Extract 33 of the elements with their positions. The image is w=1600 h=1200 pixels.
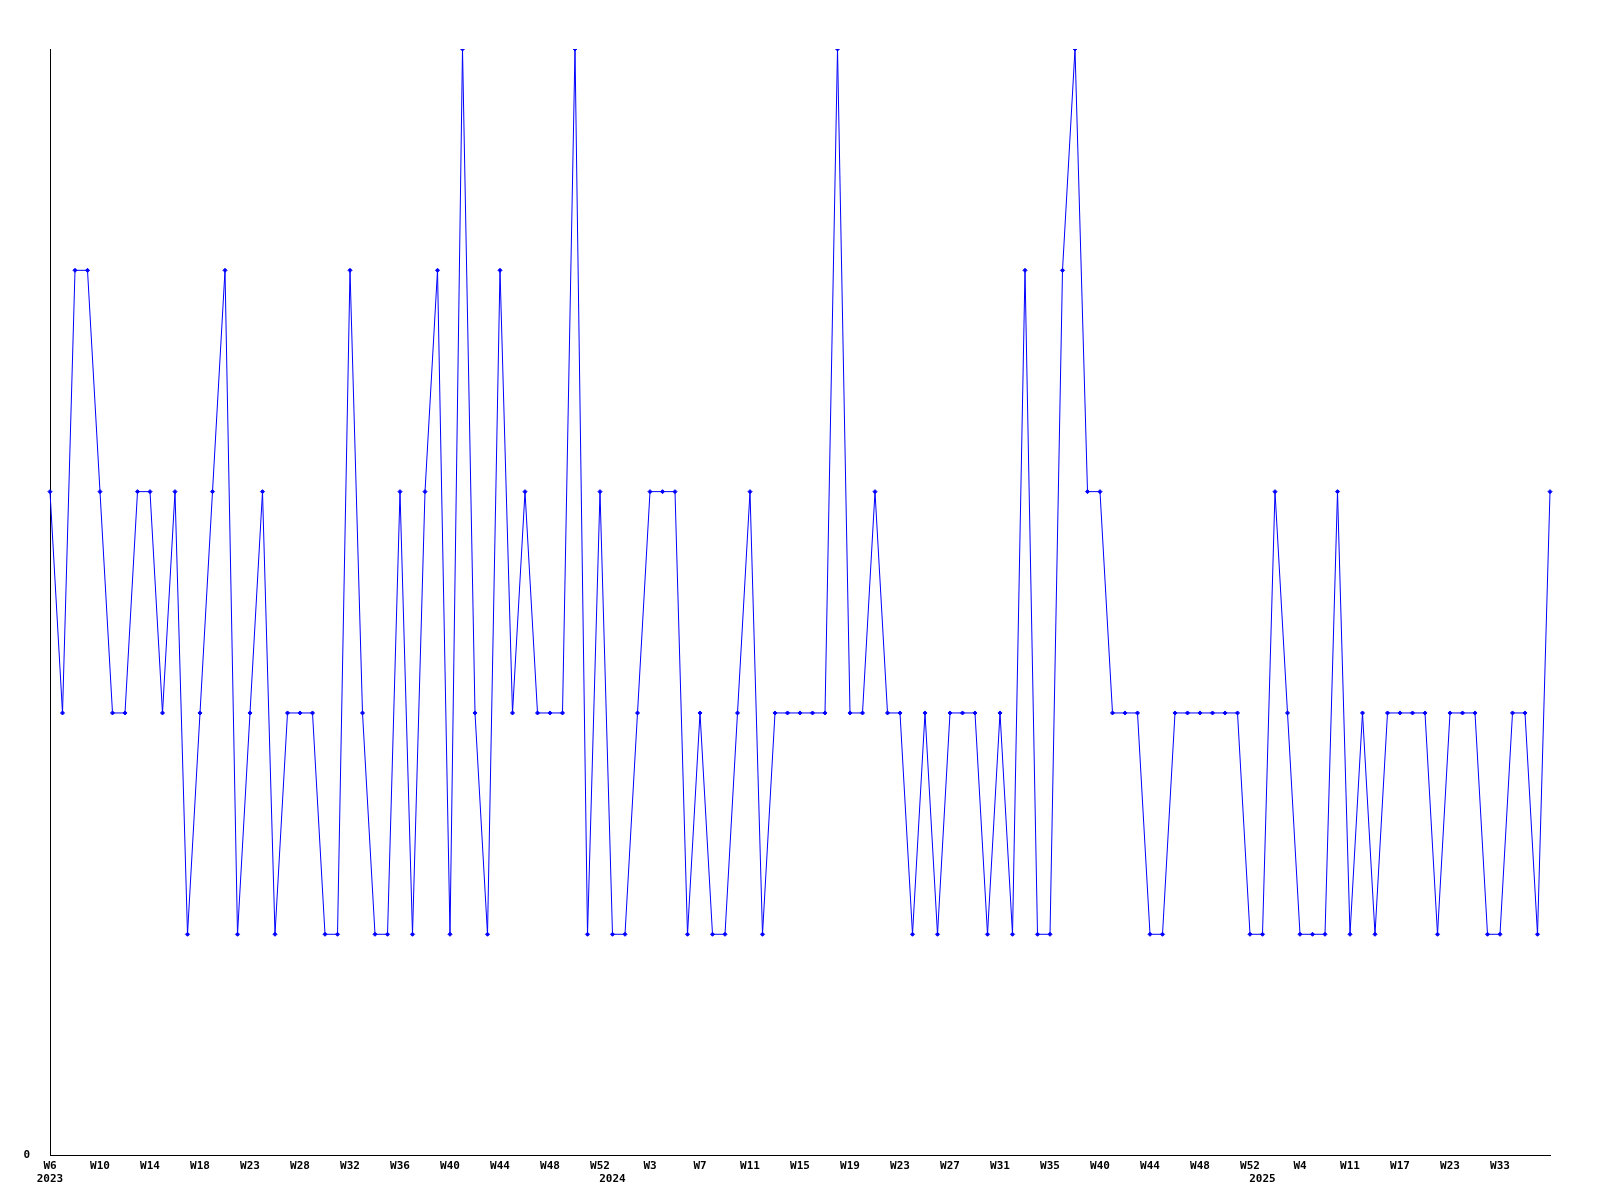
x-tick-label: W23	[240, 1159, 260, 1173]
x-tick-label: W19	[840, 1159, 860, 1173]
x-tick-label: W27	[940, 1159, 960, 1173]
text: 0	[23, 1148, 30, 1162]
x-tick-label: W31	[990, 1159, 1011, 1173]
x-tick-label: 2024	[599, 1172, 627, 1186]
x-tick-label: W23	[1440, 1159, 1460, 1173]
x-tick-label: W52	[1240, 1159, 1260, 1173]
x-tick-label: W48	[540, 1159, 560, 1173]
x-tick-label: W11	[1340, 1159, 1361, 1173]
x-tick-label: W7	[693, 1159, 707, 1173]
x-tick-label: W28	[290, 1159, 310, 1173]
x-tick-label: W44	[1140, 1159, 1161, 1173]
x-tick-label: W48	[1190, 1159, 1210, 1173]
x-tick-label: W44	[490, 1159, 511, 1173]
x-tick-label: W14	[140, 1159, 161, 1173]
x-tick-label: W40	[1090, 1159, 1110, 1173]
x-tick-label: W23	[890, 1159, 910, 1173]
x-tick-label: W4	[1293, 1159, 1307, 1173]
x-tick-label: W33	[1490, 1159, 1510, 1173]
x-tick-label: W15	[790, 1159, 810, 1173]
x-tick-label: W52	[590, 1159, 610, 1173]
x-tick-label: W35	[1040, 1159, 1060, 1173]
x-tick-label: W3	[643, 1159, 657, 1173]
x-tick-label: W32	[340, 1159, 360, 1173]
x-tick-label: W18	[190, 1159, 210, 1173]
x-tick-label: W17	[1390, 1159, 1410, 1173]
x-tick-label: W36	[390, 1159, 411, 1173]
x-tick-label: W40	[440, 1159, 460, 1173]
x-tick-label: W6 2023	[36, 1159, 64, 1186]
x-tick-label: W11	[740, 1159, 761, 1173]
x-tick-label: 2025	[1249, 1172, 1276, 1186]
x-tick-label: W10	[90, 1159, 110, 1173]
